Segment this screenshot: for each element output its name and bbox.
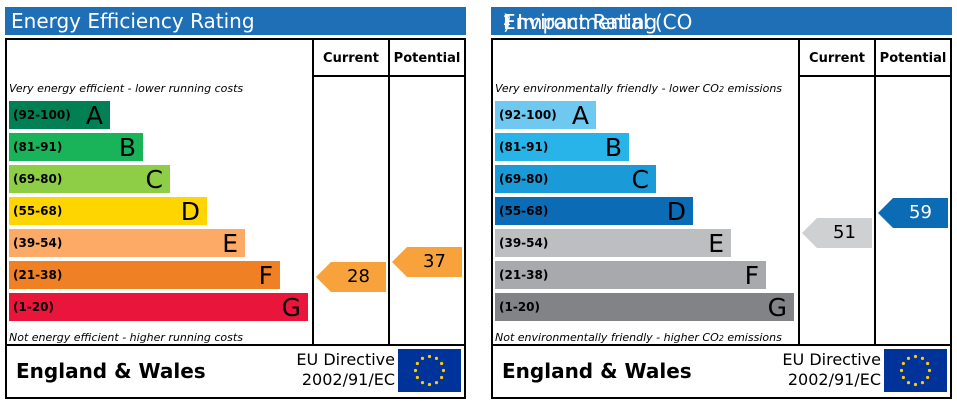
title-suffix: ) Impact Rating	[503, 10, 658, 34]
potential-column-divider	[388, 40, 390, 346]
energy-title: Energy Efficiency Rating	[11, 9, 255, 33]
band-letter: D	[180, 197, 200, 226]
band-range: (21-38)	[13, 268, 63, 282]
potential-rating-arrow: 37	[392, 247, 462, 277]
region-name: England & Wales	[16, 359, 206, 383]
band-range: (69-80)	[499, 172, 549, 186]
potential-rating-arrow: 59	[878, 198, 948, 228]
footer-divider	[7, 344, 464, 346]
band-f: (21-38) F	[495, 261, 766, 290]
band-d: (55-68) D	[495, 197, 693, 226]
eu-flag-icon	[398, 349, 461, 392]
top-note: Very energy efficient - lower running co…	[9, 82, 244, 95]
band-range: (1-20)	[13, 300, 54, 314]
current-column-divider	[312, 40, 314, 346]
band-b: (81-91) B	[9, 133, 143, 162]
potential-rating-value: 59	[909, 202, 932, 223]
band-letter: A	[85, 101, 103, 130]
energy-title-bar: Energy Efficiency Rating	[5, 7, 466, 35]
current-rating-arrow: 51	[802, 218, 872, 248]
current-column-divider	[798, 40, 800, 346]
band-letter: G	[767, 293, 787, 322]
directive-line-2: 2002/91/EC	[301, 370, 395, 389]
title-prefix: Environmental (CO	[503, 10, 693, 34]
arrow-shape	[392, 247, 462, 277]
band-letter: B	[118, 133, 136, 162]
band-letter: D	[666, 197, 686, 226]
band-letter: E	[708, 229, 724, 258]
note-subscript: 2	[718, 85, 725, 94]
band-range: (1-20)	[499, 300, 540, 314]
band-letter: C	[145, 165, 163, 194]
note-subscript: 2	[718, 334, 724, 343]
note-prefix: Not environmentally friendly - higher CO	[495, 331, 719, 344]
title-subscript: 2	[503, 14, 512, 29]
current-column-header: Current	[809, 51, 865, 66]
band-e: (39-54) E	[495, 229, 731, 258]
top-note: Very environmentally friendly - lower CO…	[495, 82, 782, 95]
band-f: (21-38) F	[9, 261, 280, 290]
band-c: (69-80) C	[9, 165, 170, 194]
environmental-title-bar: Environmental (CO 2) Impact Rating	[491, 7, 952, 35]
arrow-shape	[316, 262, 386, 292]
band-g: (1-20) G	[495, 293, 794, 322]
band-b: (81-91) B	[495, 133, 629, 162]
band-range: (55-68)	[499, 204, 549, 218]
band-letter: G	[281, 293, 301, 322]
band-range: (92-100)	[13, 108, 71, 122]
band-letter: E	[222, 229, 238, 258]
directive-line-2: 2002/91/EC	[787, 370, 881, 389]
eu-flag-icon	[884, 349, 947, 392]
band-a: (92-100) A	[495, 101, 596, 130]
arrow-shape	[878, 198, 948, 228]
band-letter: B	[604, 133, 622, 162]
band-range: (69-80)	[13, 172, 63, 186]
band-d: (55-68) D	[9, 197, 207, 226]
energy-chart-frame: Current Potential Very energy efficient …	[5, 38, 466, 399]
band-letter: C	[631, 165, 649, 194]
band-g: (1-20) G	[9, 293, 308, 322]
band-range: (81-91)	[499, 140, 549, 154]
energy-efficiency-panel: Energy Efficiency Rating Current Potenti…	[5, 7, 466, 399]
directive-line-1: EU Directive	[296, 350, 395, 369]
band-letter: A	[571, 101, 589, 130]
eu-directive: EU Directive 2002/91/EC	[285, 350, 395, 390]
region-name: England & Wales	[502, 359, 692, 383]
arrow-shape	[802, 218, 872, 248]
bottom-note: Not environmentally friendly - higher CO…	[495, 331, 782, 344]
potential-column-header: Potential	[393, 51, 461, 66]
band-range: (81-91)	[13, 140, 63, 154]
potential-rating-value: 37	[423, 251, 446, 272]
band-range: (55-68)	[13, 204, 63, 218]
current-column-header: Current	[323, 51, 379, 66]
band-e: (39-54) E	[9, 229, 245, 258]
band-range: (92-100)	[499, 108, 557, 122]
footer-divider	[493, 344, 950, 346]
current-rating-value: 28	[347, 266, 370, 287]
band-letter: F	[744, 261, 759, 290]
band-a: (92-100) A	[9, 101, 110, 130]
note-prefix: Very environmentally friendly - lower CO	[495, 82, 719, 95]
band-range: (39-54)	[13, 236, 63, 250]
note-suffix: emissions	[723, 331, 782, 344]
header-divider	[312, 75, 464, 77]
eu-directive: EU Directive 2002/91/EC	[771, 350, 881, 390]
band-range: (39-54)	[499, 236, 549, 250]
band-c: (69-80) C	[495, 165, 656, 194]
bottom-note: Not energy efficient - higher running co…	[9, 331, 243, 344]
band-range: (21-38)	[499, 268, 549, 282]
current-rating-arrow: 28	[316, 262, 386, 292]
current-rating-value: 51	[833, 222, 856, 243]
header-divider	[798, 75, 950, 77]
potential-column-header: Potential	[879, 51, 947, 66]
note-suffix: emissions	[724, 82, 783, 95]
potential-column-divider	[874, 40, 876, 346]
environmental-chart-frame: Current Potential Very environmentally f…	[491, 38, 952, 399]
environmental-impact-panel: Environmental (CO 2) Impact Rating Curren…	[491, 7, 952, 399]
directive-line-1: EU Directive	[782, 350, 881, 369]
band-letter: F	[258, 261, 273, 290]
